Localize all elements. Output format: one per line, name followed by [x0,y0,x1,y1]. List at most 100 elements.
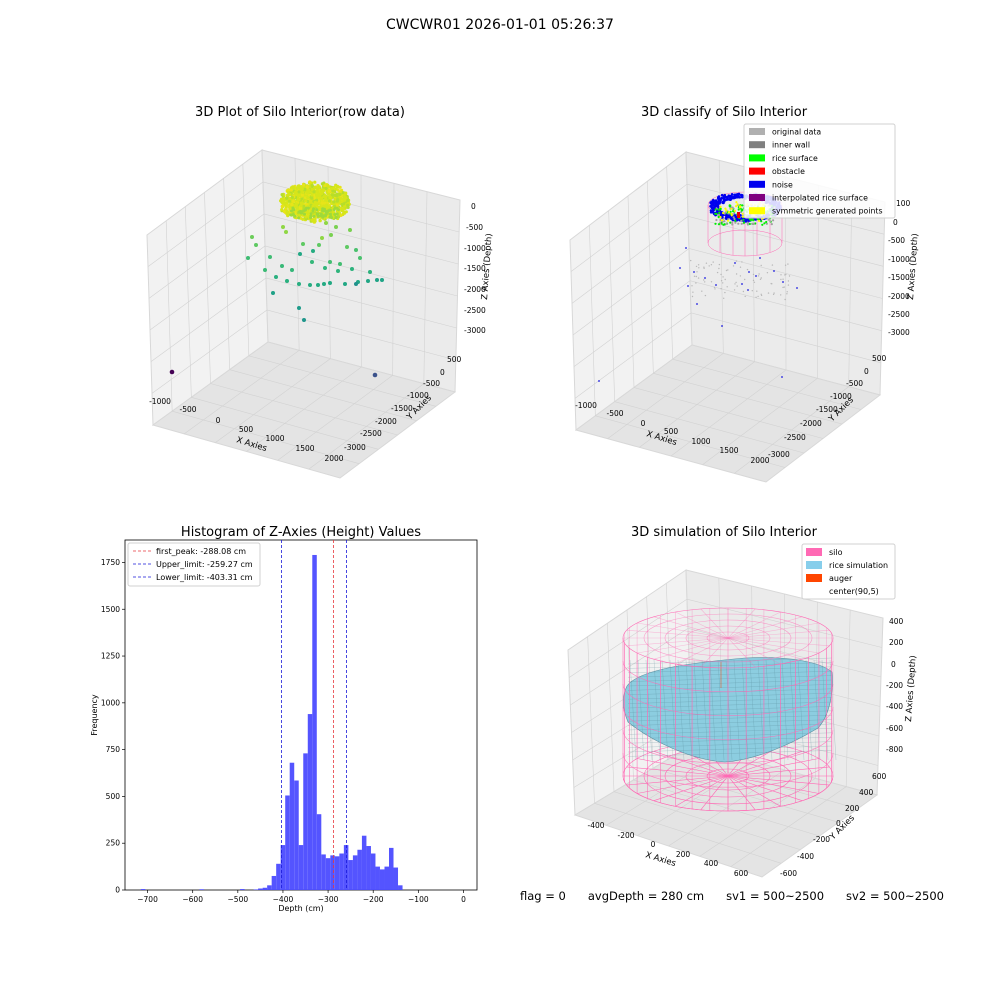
cls-xtick: -1000 [575,401,597,410]
raw-point [297,190,301,194]
cls-point-noise [721,201,724,205]
cls-xtick: 2000 [750,456,769,465]
cls-legend-swatch [749,180,765,188]
silo-ring [664,619,792,657]
cls-point-noise [717,200,721,204]
raw-point [300,193,304,197]
cls-point-original [780,274,782,276]
cls-point-surface [752,219,755,222]
cls-point-surface [733,217,736,221]
silo-spoke [727,637,781,665]
cls-point-surface [734,221,737,224]
silo-ring [643,613,813,663]
cls-legend-label: interpolated rice surface [772,194,868,203]
cls-point-noise [773,270,775,272]
raw-point [372,372,378,378]
silo-band [622,729,834,764]
cls-point-original [782,286,784,289]
rice-mesh-line [627,657,833,665]
raw-point [294,211,298,215]
cls-point-original [713,286,716,289]
raw-ytick: -1500 [391,404,413,413]
rice-mesh-line [805,659,813,761]
rice-mesh-line [733,659,741,761]
cls-point-original [788,275,791,277]
cls-point-original [726,286,728,288]
silo-spoke [675,637,729,665]
cls-point-original [722,276,724,278]
silo-spoke [675,775,729,807]
raw-point [323,184,327,188]
cls-legend-label: obstacle [772,167,805,176]
raw-point [334,225,338,229]
cls-point-original [758,273,760,275]
raw-point [310,260,314,264]
grid-line [668,594,785,847]
raw-point [335,206,339,210]
raw-point [348,228,352,232]
sim-ztick: -600 [886,724,903,733]
rice-mesh-line [629,659,637,761]
raw-point [328,281,332,285]
sim-yticks: 600 400 200 0 -200 -400 -600 [780,772,887,878]
sim-silo-top [622,607,834,812]
cls-point-noise [755,275,757,277]
raw-point [320,215,324,218]
cls-point-original [703,279,705,281]
raw-point [169,369,175,375]
raw-point [317,192,321,196]
raw-point [337,215,341,219]
raw-point [366,279,370,283]
cls-point-surface [725,222,728,225]
raw-point [314,193,318,197]
cls-point-noise [720,193,724,197]
cls-point-surface [730,221,734,224]
raw-point [289,188,293,192]
silo-spoke [637,775,729,794]
cls-point-original [752,273,755,276]
raw-point [297,306,301,310]
raw-point [328,260,332,264]
rice-mesh-line [627,675,833,682]
cls-point-original [739,266,742,268]
rice-mesh-line [645,659,653,761]
figure-title: CWCWR01 2026-01-01 05:26:37 [386,17,614,33]
cls-point-original [720,288,722,290]
cls-point-original [733,289,736,291]
raw-point [297,282,301,286]
raw-point [315,208,319,212]
cls-point-surface [748,222,751,226]
cls-point-original [695,265,698,268]
raw-point [298,210,301,214]
hist-xtick-label: −700 [137,895,158,904]
hist-bar [339,853,344,890]
panel-histogram: Histogram of Z-Axies (Height) Values −70… [90,525,478,913]
cls-point-noise [748,271,750,273]
sim-ytick: -400 [797,852,814,861]
grid-line [702,185,819,465]
raw-point [274,275,278,279]
raw-point [327,185,331,189]
cls-point-noise [782,281,784,283]
silo-spoke [727,637,756,668]
raw-point [322,188,326,193]
raw-point [280,204,284,208]
rice-mesh-line [669,659,677,761]
raw-point [331,210,335,214]
raw-point [335,199,339,203]
cls-point-surface [741,208,744,211]
raw-point [329,215,333,218]
cls-point-symmetric [726,219,730,222]
raw-point [322,181,326,185]
hist-bar [334,856,340,890]
raw-ytick: -3000 [344,443,366,452]
cls-legend-label: symmetric generated points [772,207,883,216]
hist-vlines [281,540,347,890]
cls-point-original [735,281,737,284]
silo-spoke [626,775,729,786]
sim-ytick: 0 [836,819,841,828]
raw-xtick: 1500 [295,444,314,453]
cls-point-symmetric [725,209,728,212]
cls-point-noise [735,194,738,197]
